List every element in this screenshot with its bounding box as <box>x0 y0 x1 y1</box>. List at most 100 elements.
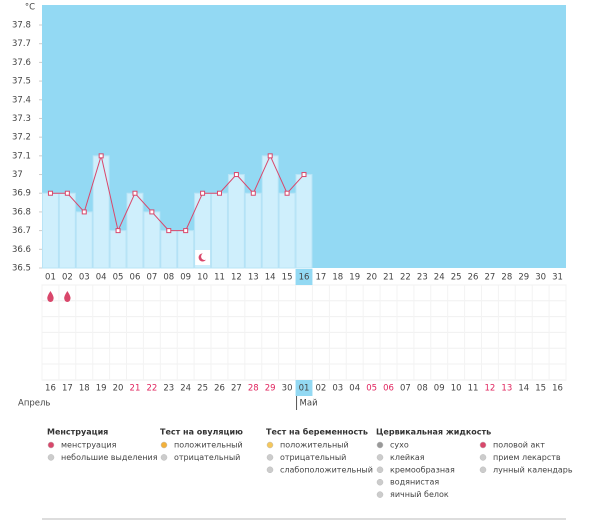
bar <box>75 211 93 269</box>
y-tick-label: 37.7 <box>12 39 31 49</box>
date-label: 15 <box>535 384 546 394</box>
date-label: 19 <box>96 384 107 394</box>
legend-item: отрицательный <box>280 453 346 462</box>
point <box>98 153 104 159</box>
date-label: 06 <box>383 384 394 394</box>
point <box>284 190 290 196</box>
date-label: 03 <box>332 384 343 394</box>
date-label: 28 <box>248 384 259 394</box>
date-label: 05 <box>366 384 377 394</box>
legend-icon <box>266 441 274 449</box>
moon-cut <box>201 253 209 260</box>
x-tick-label: 15 <box>282 273 293 283</box>
y-tick-label: 37.3 <box>12 114 31 124</box>
x-tick-label: 24 <box>434 273 445 283</box>
point <box>81 209 87 215</box>
point <box>115 228 121 234</box>
y-tick-label: 36.5 <box>12 264 31 274</box>
point <box>200 190 206 196</box>
x-tick-label: 20 <box>366 273 377 283</box>
legend-item: половой акт <box>493 441 545 450</box>
x-tick-label: 11 <box>214 273 225 283</box>
date-label: 17 <box>62 384 73 394</box>
bar <box>278 192 296 269</box>
date-label: 27 <box>231 384 242 394</box>
point <box>250 190 256 196</box>
x-tick-label: 28 <box>501 273 512 283</box>
legend-icon <box>376 478 384 486</box>
point <box>132 190 138 196</box>
y-tick-label: 36.6 <box>12 245 31 255</box>
legend-item: яичный белок <box>390 490 449 499</box>
legend-icon <box>479 466 487 474</box>
legend-item: отрицательный <box>174 453 240 462</box>
x-tick-label: 23 <box>417 273 428 283</box>
x-tick-label: 03 <box>79 273 90 283</box>
date-label: 20 <box>113 384 124 394</box>
legend-item: менструация <box>61 441 117 450</box>
date-label: 22 <box>146 384 157 394</box>
legend-icon <box>479 454 487 461</box>
date-label: 18 <box>79 384 90 394</box>
y-tick-label: 36.7 <box>12 226 31 236</box>
x-tick-label: 07 <box>146 273 157 283</box>
today-box <box>295 269 313 285</box>
legend-icon <box>266 454 274 461</box>
x-tick-label: 10 <box>197 273 208 283</box>
y-tick-label: 37.6 <box>12 58 31 68</box>
bar <box>177 230 195 269</box>
legend-icon <box>376 491 384 498</box>
point <box>301 172 307 178</box>
date-label: 21 <box>130 384 141 394</box>
x-tick-label: 02 <box>62 273 73 283</box>
date-label: 16 <box>552 384 563 394</box>
x-tick-label: 18 <box>332 273 343 283</box>
date-label: 10 <box>451 384 462 394</box>
y-tick-label: 37.2 <box>12 133 31 143</box>
legend-icon <box>376 454 384 461</box>
legend-icon <box>160 454 168 461</box>
legend-icon <box>376 466 384 474</box>
bar <box>295 174 313 269</box>
x-tick-label: 06 <box>130 273 141 283</box>
bar <box>58 192 76 269</box>
month-label: Май <box>300 399 318 409</box>
legend-item: слабоположительный <box>280 465 373 474</box>
x-tick-label: 25 <box>451 273 462 283</box>
date-label: 13 <box>501 384 512 394</box>
month-label: Апрель <box>18 399 50 409</box>
date-label: 14 <box>518 384 529 394</box>
legend-title: Цервикальная жидкость <box>376 428 491 437</box>
y-tick-label: 37.4 <box>12 95 31 105</box>
x-tick-label: 14 <box>265 273 276 283</box>
legend-item: прием лекарств <box>493 453 561 462</box>
bar <box>42 192 59 269</box>
menstruation-icon <box>47 291 54 302</box>
date-label: 29 <box>265 384 276 394</box>
x-tick-label: 26 <box>468 273 479 283</box>
x-tick-label: 05 <box>113 273 124 283</box>
legend-item: сухо <box>390 441 409 450</box>
x-tick-label: 16 <box>299 273 310 283</box>
legend-item: лунный календарь <box>493 465 573 474</box>
legend-icon <box>47 454 55 461</box>
bar <box>244 192 262 269</box>
y-tick-label: 36.9 <box>12 189 31 199</box>
date-label: 24 <box>180 384 191 394</box>
legend-item: клейкая <box>390 453 425 462</box>
legend-icon <box>376 441 384 449</box>
bar <box>261 155 279 269</box>
date-label: 07 <box>400 384 411 394</box>
bar <box>160 230 178 269</box>
x-tick-label: 27 <box>485 273 496 283</box>
y-tick-label: 37 <box>12 170 23 180</box>
date-label: 11 <box>468 384 479 394</box>
y-tick-label: 37.8 <box>12 21 31 31</box>
bar <box>227 174 245 269</box>
point <box>267 153 273 159</box>
legend-title: Менструация <box>47 428 108 437</box>
legend-item: небольшие выделения <box>61 453 158 462</box>
x-tick-label: 01 <box>45 273 56 283</box>
x-tick-label: 29 <box>518 273 529 283</box>
